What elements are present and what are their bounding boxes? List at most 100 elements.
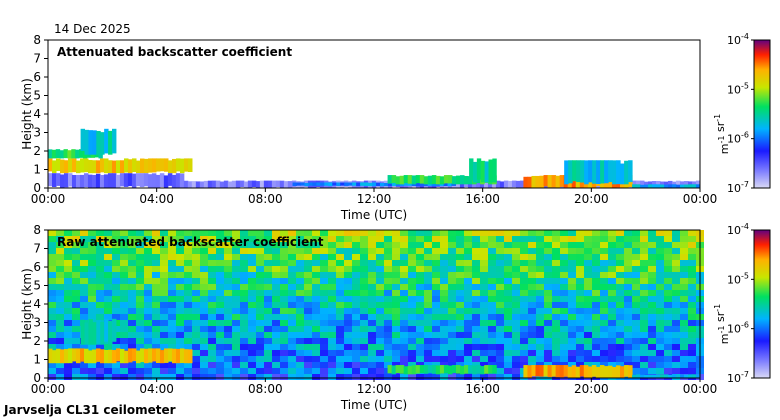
panel2-noise-cell [624,278,632,284]
panel2-noise-cell [616,278,624,284]
panel2-noise-cell [376,242,384,248]
panel2-noise-cell [472,236,480,242]
panel2-noise-cell [288,350,296,356]
panel2-noise-cell [112,290,120,296]
panel2-noise-cell [56,332,64,338]
panel2-noise-cell [368,242,376,248]
panel2-noise-cell [264,350,272,356]
panel2-noise-cell [440,308,448,314]
panel2-noise-cell [160,332,168,338]
panel2-noise-cell [312,356,320,362]
panel2-noise-cell [488,248,496,254]
panel2-noise-cell [680,284,688,290]
panel1-layer-cell [163,175,169,188]
panel2-noise-cell [360,302,368,308]
panel2-noise-cell [592,272,600,278]
panel2-noise-cell [448,350,456,356]
panel2-noise-cell [504,272,512,278]
panel2-noise-cell [576,344,584,350]
panel2-noise-cell [328,284,336,290]
panel2-noise-cell [272,236,280,242]
panel2-noise-cell [336,242,344,248]
panel1-layer-cell [103,158,109,174]
panel2-layer-cell [636,374,641,378]
panel2-noise-cell [104,296,112,302]
panel2-noise-cell [120,344,128,350]
panel1-layer-cell [147,158,153,173]
panel2-noise-cell [360,344,368,350]
panel2-noise-cell [248,338,256,344]
panel2-noise-cell [528,266,536,272]
panel1-layer-cell [48,173,53,187]
panel1-layer-cell [648,184,653,188]
panel2-noise-cell [280,326,288,332]
panel2-noise-cell [384,272,392,278]
panel2-layer-cell [51,350,57,364]
panel2-noise-cell [528,350,536,356]
panel2-noise-cell [208,314,216,320]
panel1-layer-cell [675,180,681,188]
panel1-layer-cell [399,175,405,185]
panel2-noise-cell [608,320,616,326]
panel2-noise-cell [488,350,496,356]
panel2-noise-cell [376,350,384,356]
panel1-xlabel: Time (UTC) [340,208,407,222]
panel1-layer-cell [336,182,341,187]
panel1-layer-cell [63,149,68,159]
panel2-layer-cell [464,365,469,374]
panel2-noise-cell [656,368,664,374]
panel2-noise-cell [496,266,504,272]
panel2-noise-cell [376,290,384,296]
panel2-noise-cell [616,296,624,302]
panel2-noise-cell [240,374,248,380]
panel2-noise-cell [616,308,624,314]
panel2-noise-cell [480,314,488,320]
panel2-noise-cell [424,236,432,242]
panel2-noise-cell [168,242,176,248]
panel2-layer-cell [83,348,89,364]
panel2-xtick-label: 00:00 [683,382,718,396]
panel2-noise-cell [128,236,136,242]
panel2-noise-cell [552,326,560,332]
panel1-layer-cell [183,158,189,172]
panel2-noise-cell [48,302,56,308]
panel2-noise-cell [512,368,520,374]
panel2-noise-cell [600,302,608,308]
panel1-layer-cell [439,176,445,185]
panel2-noise-cell [632,254,640,260]
panel2-noise-cell [576,356,584,362]
panel2-noise-cell [288,284,296,290]
panel2-noise-cell [64,278,72,284]
panel2-noise-cell [96,266,104,272]
panel2-noise-cell [448,242,456,248]
panel2-noise-cell [528,362,536,368]
panel2-noise-cell [304,248,312,254]
panel2-noise-cell [320,344,328,350]
panel2-noise-cell [672,314,680,320]
panel2-noise-cell [672,350,680,356]
panel2-noise-cell [64,284,72,290]
panel2-noise-cell [672,284,680,290]
panel2-noise-cell [576,284,584,290]
panel2-noise-cell [328,266,336,272]
panel2-layer-cell [411,365,417,375]
panel2-noise-cell [168,248,176,254]
panel2-noise-cell [160,320,168,326]
panel2-noise-cell [536,308,544,314]
panel2-noise-cell [112,362,120,368]
panel2-noise-cell [120,296,128,302]
panel2-noise-cell [600,308,608,314]
panel2-noise-cell [264,356,272,362]
panel2-noise-cell [184,296,192,302]
panel2-noise-cell [456,314,464,320]
panel2-noise-cell [656,314,664,320]
panel1-xtick-label: 04:00 [139,192,174,206]
panel2-noise-cell [344,368,352,374]
panel1-layer-cell [564,160,569,185]
panel2-noise-cell [152,266,160,272]
panel2-noise-cell [544,236,552,242]
panel2-noise-cell [528,320,536,326]
panel2-noise-cell [80,302,88,308]
panel2-noise-cell [88,296,96,302]
panel1-layer-cell [296,182,301,186]
